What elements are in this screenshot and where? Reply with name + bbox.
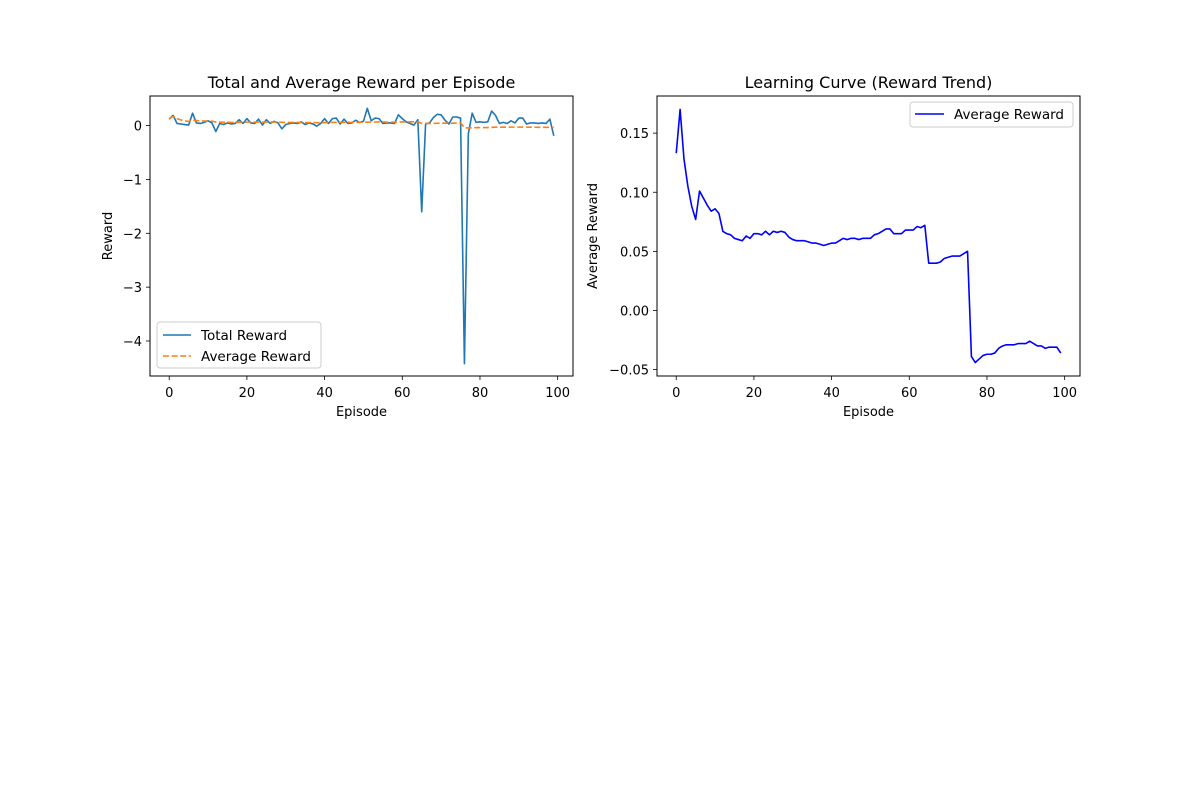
- right-y-tick-label: −0.05: [609, 364, 649, 379]
- left-y-tick-label: −2: [123, 227, 142, 242]
- left-chart-legend: Total Reward Average Reward: [156, 321, 322, 369]
- left-y-tick-label: −4: [123, 335, 142, 350]
- left-chart-title: Total and Average Reward per Episode: [207, 73, 516, 92]
- right-x-tick-label: 80: [979, 386, 996, 401]
- left-chart-axes-frame: [149, 95, 574, 377]
- right-legend-label-average-reward: Average Reward: [954, 107, 1064, 123]
- left-y-tick-label: −3: [123, 281, 142, 296]
- right-x-tick-label: 0: [672, 386, 680, 401]
- right-chart-axes-frame: [656, 95, 1081, 377]
- left-legend-label-average-reward: Average Reward: [201, 349, 311, 365]
- right-legend-box: [909, 101, 1074, 128]
- right-chart-xlabel: Episode: [843, 405, 894, 420]
- left-x-tick-label: 0: [165, 386, 173, 401]
- right-x-tick-label: 40: [823, 386, 840, 401]
- right-x-tick-label: 100: [1052, 386, 1077, 401]
- left-chart-series-layer: [168, 107, 555, 365]
- right-x-tick-label: 60: [901, 386, 918, 401]
- left-y-tick-label: 0: [134, 120, 142, 135]
- right-y-tick-label: 0.15: [620, 127, 649, 142]
- left-y-tick-label: −1: [123, 173, 142, 188]
- right-chart-title: Learning Curve (Reward Trend): [745, 73, 993, 92]
- left-x-tick-label: 60: [394, 386, 411, 401]
- left-chart: Total and Average Reward per Episode 0 20…: [101, 73, 574, 420]
- right-chart-ticks: 0 20 40 60 80 100 −0.05 0.00 0.05 0.10 0.15: [609, 127, 1077, 401]
- left-chart-ylabel: Reward: [101, 212, 116, 260]
- left-x-tick-label: 40: [316, 386, 333, 401]
- left-x-tick-label: 20: [239, 386, 256, 401]
- left-series-line-average-reward: [168, 115, 554, 129]
- right-chart-series-layer: [675, 108, 1062, 364]
- right-chart-ylabel: Average Reward: [586, 183, 601, 289]
- right-series-line-average-reward: [675, 108, 1062, 364]
- left-legend-box: [156, 321, 322, 369]
- left-chart-ticks: 0 20 40 60 80 100 0 −1 −2 −3 −4: [123, 120, 570, 401]
- left-chart-xlabel: Episode: [336, 405, 387, 420]
- right-chart-legend: Average Reward: [909, 101, 1074, 128]
- left-x-tick-label: 80: [472, 386, 489, 401]
- right-chart: Learning Curve (Reward Trend) 0 20 40 60 80 1…: [586, 73, 1081, 420]
- left-x-tick-label: 100: [545, 386, 570, 401]
- right-y-tick-label: 0.00: [620, 304, 649, 319]
- right-y-tick-label: 0.05: [620, 245, 649, 260]
- right-y-tick-label: 0.10: [620, 186, 649, 201]
- left-legend-label-total-reward: Total Reward: [200, 328, 287, 344]
- right-x-tick-label: 20: [746, 386, 763, 401]
